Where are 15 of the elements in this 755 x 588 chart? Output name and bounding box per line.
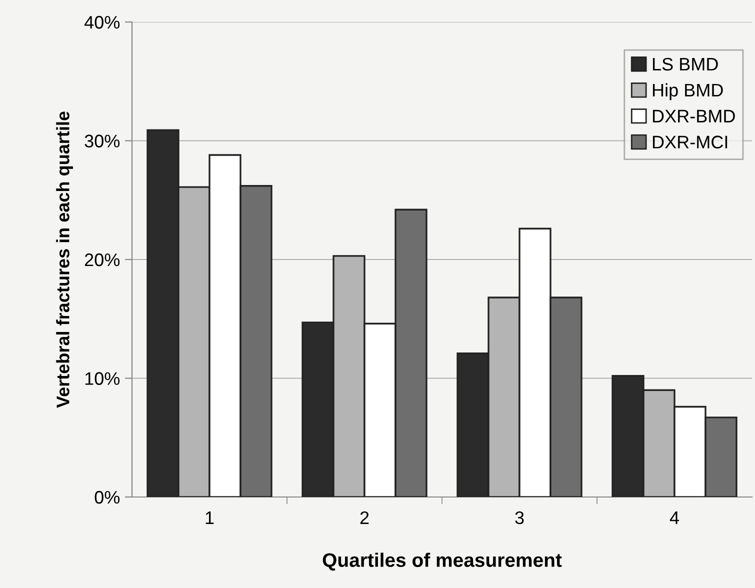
y-axis-title: Vertebral fractures in each quartile <box>56 112 73 408</box>
x-tick-label: 2 <box>360 511 369 524</box>
x-tick-label: 3 <box>515 511 524 524</box>
legend-label: DXR-MCI <box>652 136 728 148</box>
legend-label: LS BMD <box>652 58 718 71</box>
x-tick-label: 1 <box>206 512 214 524</box>
x-tick-label: 4 <box>670 512 679 524</box>
y-tick-label: 40% <box>84 16 120 29</box>
legend-label: Hip BMD <box>652 83 723 100</box>
x-axis-title: Quartiles of measurement <box>322 552 562 571</box>
y-tick-label: 0% <box>94 490 120 504</box>
y-tick-label: 10% <box>85 372 120 385</box>
y-tick-label: 30% <box>84 134 120 148</box>
y-tick-label: 20% <box>84 253 120 266</box>
legend-label: DXR-BMD <box>652 110 735 122</box>
